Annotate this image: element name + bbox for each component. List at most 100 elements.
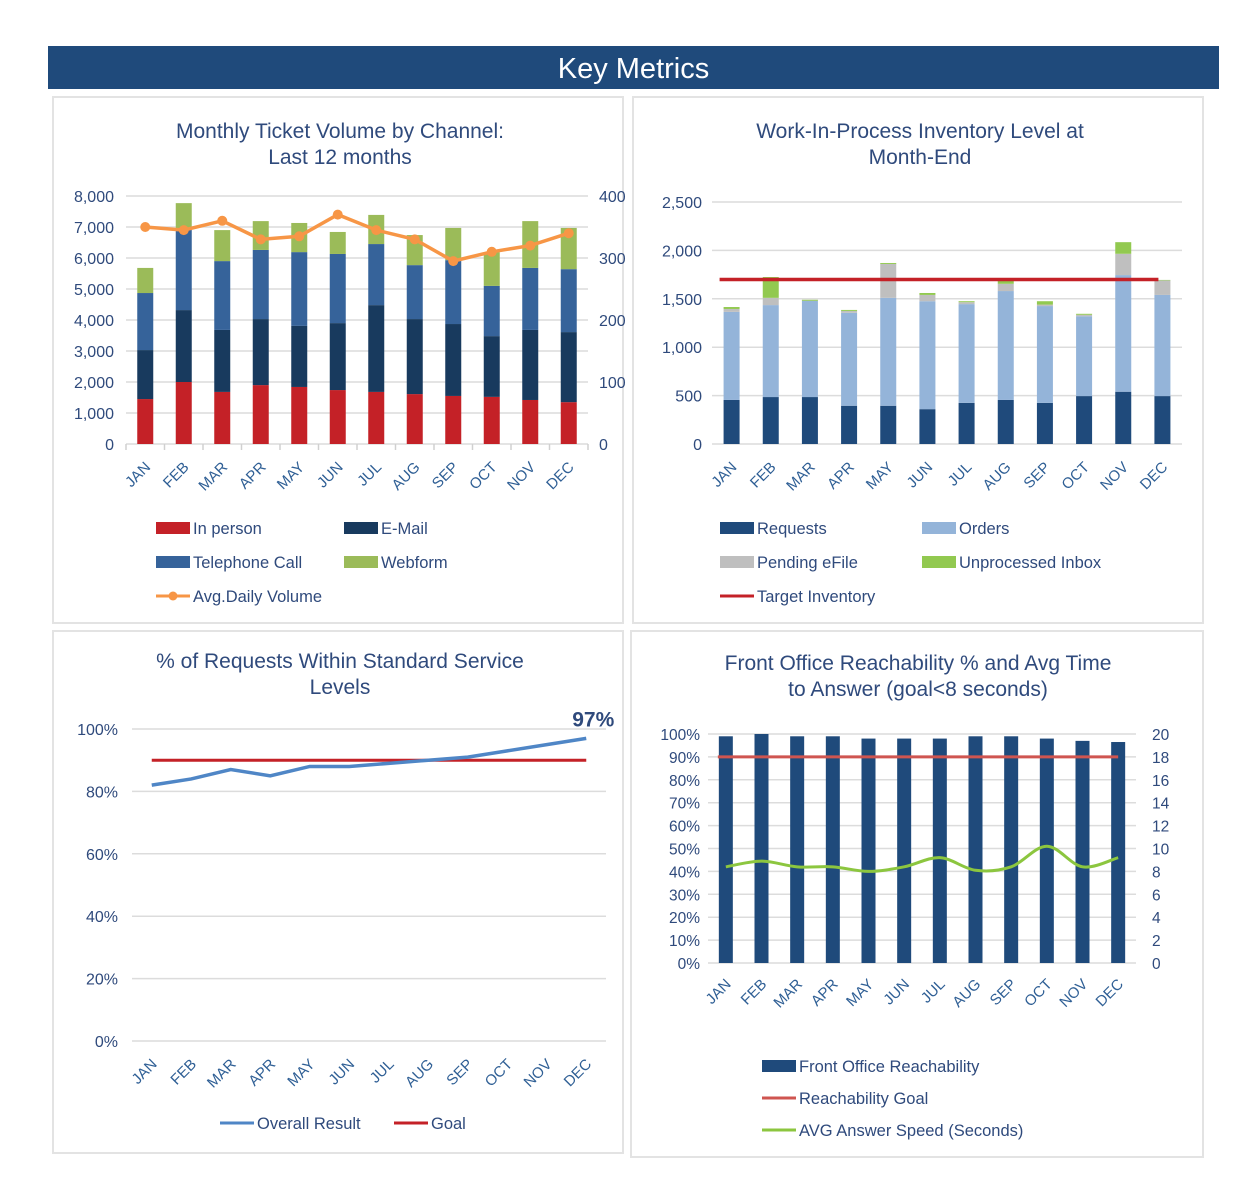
bar-email [445,324,462,396]
legend-label: Unprocessed Inbox [959,554,1102,572]
bar-unprocessed-inbox [1036,301,1053,305]
bar-front-office-reachability [968,736,983,963]
x-axis-tick-label: AUG [402,1056,437,1091]
x-axis-tick-label: NOV [1056,976,1091,1011]
legend-box-swatch [762,1060,796,1072]
bar-telephone [560,269,577,333]
y-axis-tick-label: 20% [86,972,118,989]
y-axis-tick-label: 6,000 [74,251,114,268]
point-avg-daily-volume [563,228,574,239]
x-axis-tick-label: FEB [738,976,771,1009]
x-axis-tick-label: NOV [521,1056,556,1091]
bar-requests [841,405,858,444]
bar-pending-efile [1154,280,1171,295]
bar-webform [175,203,192,230]
bar-unprocessed-inbox [958,301,975,303]
y-axis-tick-label: 40% [86,909,118,926]
bar-front-office-reachability [718,736,733,963]
x-axis-tick-label: AUG [389,459,424,494]
bar-email [252,319,269,386]
y-axis-tick-label: 500 [675,389,702,406]
bar-telephone [445,260,462,325]
x-axis-tick-label: OCT [482,1056,516,1090]
y2-axis-tick-label: 10 [1152,842,1170,859]
bar-webform [214,230,231,262]
chart-title-line: Last 12 months [268,146,412,169]
x-axis-tick-label: JAN [122,459,154,491]
point-avg-daily-volume [217,215,228,226]
reachability-panel: Front Office Reachability % and Avg Time… [630,630,1204,1158]
x-axis-tick-label: AUG [980,459,1015,494]
y2-axis-tick-label: 400 [599,189,626,206]
legend-label: Target Inventory [757,588,876,606]
legend-box-swatch [344,556,378,568]
y2-axis-tick-label: 4 [1152,910,1161,927]
y-axis-tick-label: 60% [86,847,118,864]
bar-orders [958,304,975,403]
bar-orders [880,297,897,406]
service-levels-panel: % of Requests Within Standard Service Lev… [52,630,624,1154]
y-axis-tick-label: 1,000 [74,406,114,423]
service-levels-chart: % of Requests Within Standard Service Lev… [77,650,614,1133]
y-axis-tick-label: 7,000 [74,220,114,237]
chart-title-line: Work-In-Process Inventory Level at [756,120,1084,143]
bar-requests [997,399,1014,444]
x-axis-tick-label: APR [808,976,842,1010]
y-axis-tick-label: 90% [669,750,700,767]
bar-webform [560,227,577,270]
point-avg-daily-volume [486,246,497,257]
point-avg-daily-volume [448,256,459,267]
legend-label: Pending eFile [757,554,858,572]
y-axis-tick-label: 100% [77,722,118,739]
bar-orders [801,300,818,398]
bar-pending-efile [841,310,858,313]
bar-webform [483,252,500,286]
legend-label: Requests [757,520,827,538]
bar-front-office-reachability [754,734,769,963]
y-axis-tick-label: 80% [86,784,118,801]
bar-in-person [445,395,462,444]
page-title-banner: Key Metrics [48,46,1219,89]
bar-email [329,323,346,391]
bar-unprocessed-inbox [880,262,897,264]
x-axis-tick-label: SEP [443,1056,476,1089]
bar-telephone [483,285,500,337]
bar-orders [997,291,1014,400]
bar-unprocessed-inbox [997,278,1014,284]
x-axis-tick-label: OCT [1058,459,1092,493]
bar-telephone [137,293,154,351]
ticket-volume-panel: Monthly Ticket Volume by Channel: Last 12… [52,96,626,624]
bar-requests [958,402,975,444]
point-avg-daily-volume [525,240,536,251]
bar-requests [919,409,936,444]
bar-in-person [483,396,500,444]
y-axis-tick-label: 1,000 [662,340,702,357]
point-avg-daily-volume [255,234,266,245]
bar-pending-efile [723,308,740,312]
x-axis-tick-label: JAN [708,459,740,491]
point-avg-daily-volume [332,209,343,220]
bar-email [406,319,423,395]
chart-title-line: Front Office Reachability % and Avg Time [725,652,1112,675]
bar-front-office-reachability [825,736,840,963]
legend-marker-swatch [168,591,178,601]
x-axis-tick-label: MAR [783,459,819,495]
bar-email [522,329,539,400]
bar-front-office-reachability [897,738,912,963]
bar-telephone [291,252,308,326]
y2-axis-tick-label: 6 [1152,887,1161,904]
bar-telephone [175,229,192,311]
bar-unprocessed-inbox [723,307,740,309]
x-axis-tick-label: MAR [204,1056,240,1092]
bar-front-office-reachability [1004,736,1019,963]
bar-front-office-reachability [861,738,876,963]
y-axis-tick-label: 30% [669,887,700,904]
bar-front-office-reachability [790,736,805,963]
legend-box-swatch [156,556,190,568]
legend-label: Overall Result [257,1115,361,1133]
y-axis-tick-label: 100% [660,727,700,744]
y-axis-tick-label: 5,000 [74,282,114,299]
x-axis-tick-label: APR [236,459,270,493]
bar-orders [1036,306,1053,403]
y-axis-tick-label: 0% [678,956,701,973]
